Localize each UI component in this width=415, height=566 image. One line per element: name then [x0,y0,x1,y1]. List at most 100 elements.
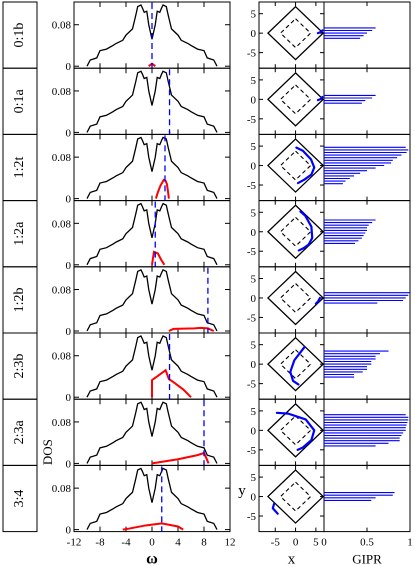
outer-diamond [266,5,325,61]
dos-panel-frame [73,133,231,202]
dos-x-axis-label: ω [146,551,158,566]
dos-projected-line [151,451,210,465]
gipr-x-tick-label: 0 [321,537,327,549]
outer-diamond [266,402,325,458]
xy-y-tick-label: 5 [251,207,257,219]
row-label: 1:2b [12,287,27,312]
dos-y-tick-label: 0 [66,525,72,537]
xy-y-tick-label: -5 [247,180,257,192]
dos-total-line [86,401,218,464]
gipr-panel-frame [323,332,411,400]
gipr-panel-frame [323,266,411,334]
gipr-x-tick-label: 1 [407,537,413,549]
row-label: 1:2a [12,221,27,246]
dos-panel-frame [73,200,231,268]
dos-y-tick-label: 0.08 [52,351,72,363]
xy-y-tick-label: 5 [251,75,257,87]
inner-diamond [279,216,312,247]
xy-y-tick-label: 5 [251,9,257,21]
outer-diamond [266,204,325,260]
xy-y-tick-label: 0 [251,227,257,239]
row-label: 3:4 [12,490,27,508]
dos-y-tick-label: 0 [66,458,72,470]
dos-x-tick-label: 12 [225,537,236,549]
xy-panel-frame [258,266,325,334]
xy-mode-path [314,296,322,305]
xy-y-tick-label: 0 [251,359,257,371]
dos-total-line [86,335,218,398]
row-label-box [2,464,38,533]
dos-y-axis-label: DOS [40,439,55,465]
row-label: 0:1b [12,23,27,48]
dos-x-tick-label: -8 [95,537,105,549]
dos-total-line [86,202,218,266]
outer-diamond [266,270,325,326]
gipr-panel-frame [323,1,411,69]
dos-projected-line [154,178,170,199]
xy-mode-path [275,411,316,451]
dos-x-tick-label: -4 [121,537,131,549]
dos-projected-line [151,368,192,398]
inner-diamond [279,17,312,49]
inner-diamond [279,348,312,380]
xy-y-tick-label: 0 [251,293,257,305]
outer-diamond [266,336,325,392]
xy-mode-path [289,345,306,386]
dos-panel-frame [73,67,231,135]
xy-x-tick-label: -5 [271,537,281,549]
xy-panel-frame [258,200,325,268]
row-label: 1:2t [12,157,27,179]
xy-y-tick-label: -5 [247,114,257,126]
dos-y-tick-label: 0.08 [52,285,72,297]
xy-y-tick-label: -5 [247,445,257,457]
dos-total-line [86,4,218,67]
dos-total-line [86,136,218,199]
xy-y-tick-label: 0 [251,161,257,173]
gipr-panel-frame [323,464,411,533]
dos-y-tick-label: 0 [66,260,72,272]
gipr-panel-frame [323,200,411,268]
dos-projected-line [122,522,184,531]
xy-x-tick-label: 5 [313,537,319,549]
xy-y-tick-label: -5 [247,48,257,60]
dos-y-tick-label: 0.08 [52,417,72,429]
dos-y-tick-label: 0.08 [52,218,72,230]
outer-diamond [266,469,325,524]
dos-y-tick-label: 0.08 [52,483,72,495]
row-label: 2:3a [12,419,27,444]
gipr-panel-frame [323,398,411,466]
dos-projected-line [151,250,166,266]
xy-mode-path [297,210,314,252]
xy-y-tick-label: 0 [251,94,257,106]
xy-panel-frame [258,1,325,69]
gipr-panel-frame [323,67,411,135]
dos-panel-frame [73,398,231,466]
xy-y-tick-label: 0 [251,492,257,504]
dos-total-line [86,70,218,133]
dos-x-tick-label: 4 [175,537,181,549]
inner-diamond [279,282,312,314]
gipr-x-axis-label: GIPR [352,552,382,566]
row-label: 0:1a [12,88,27,113]
dos-y-tick-label: 0 [66,194,72,206]
xy-mode-path [295,146,316,185]
dos-y-tick-label: 0 [66,61,72,73]
outer-diamond [266,138,325,193]
row-label: 2:3b [12,354,27,379]
xy-y-tick-label: -5 [247,312,257,324]
xy-y-tick-label: -5 [247,379,257,391]
xy-y-tick-label: 0 [251,425,257,437]
xy-x-tick-label: 0 [293,537,299,549]
dos-y-tick-label: 0.08 [52,86,72,98]
dos-x-tick-label: 8 [201,537,207,549]
inner-diamond [279,481,312,512]
dos-panel-frame [73,266,231,334]
dos-y-tick-label: 0 [66,326,72,338]
dos-total-line [86,467,218,530]
xy-panel-frame [258,67,325,135]
xy-y-tick-label: 5 [251,472,257,484]
xy-y-axis-label: y [238,483,246,499]
inner-diamond [279,84,312,115]
gipr-panel-frame [323,133,411,202]
